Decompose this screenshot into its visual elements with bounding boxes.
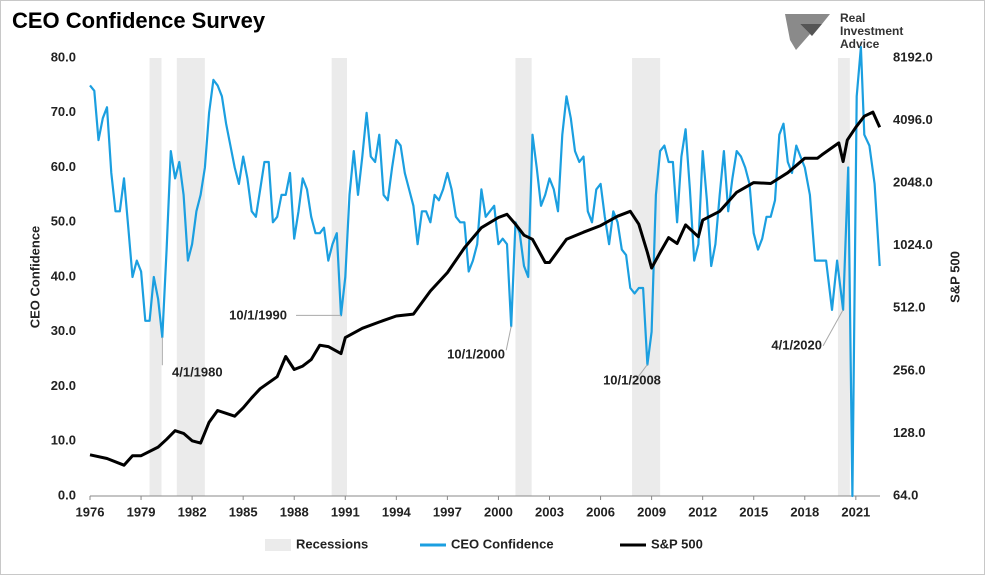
logo-mark: [800, 24, 822, 36]
y2-tick-label: 64.0: [893, 487, 918, 502]
x-tick-label: 1991: [331, 504, 360, 519]
series-line: [89, 110, 882, 467]
annotation: 10/1/2000: [447, 346, 505, 361]
recession-band: [632, 58, 661, 496]
y2-axis-title: S&P 500: [947, 251, 962, 303]
x-tick-label: 2009: [637, 504, 666, 519]
logo-mark: [785, 14, 830, 50]
recession-band: [176, 58, 205, 496]
annotation: 4/1/1980: [172, 364, 223, 379]
y2-tick-label: 2048.0: [893, 175, 933, 190]
logo-text: Real: [840, 11, 865, 25]
logo: Real Investment Advice: [785, 11, 903, 51]
annotation-leader: [505, 326, 512, 351]
x-tick-label: 2000: [484, 504, 513, 519]
logo-text: Investment: [840, 24, 903, 38]
x-tick-label: 1985: [229, 504, 258, 519]
y2-tick-label: 8192.0: [893, 49, 933, 64]
annotation-leader: [634, 364, 648, 381]
legend-swatch: [265, 539, 291, 551]
y-tick-label: 10.0: [51, 433, 76, 448]
recession-band: [515, 58, 532, 496]
annotation: 10/1/2008: [603, 372, 661, 387]
x-tick-label: 1997: [433, 504, 462, 519]
logo-text: Advice: [840, 37, 880, 51]
y-tick-label: 50.0: [51, 214, 76, 229]
y-axis-title: CEO Confidence: [27, 226, 42, 329]
recession-band: [149, 58, 162, 496]
y-tick-label: 60.0: [51, 159, 76, 174]
x-tick-label: 2012: [688, 504, 717, 519]
y2-tick-label: 512.0: [893, 300, 926, 315]
y2-tick-label: 256.0: [893, 362, 926, 377]
x-tick-label: 1979: [127, 504, 156, 519]
legend-label: CEO Confidence: [451, 536, 554, 551]
series-line: [89, 46, 881, 498]
y2-tick-label: 128.0: [893, 425, 926, 440]
y-tick-label: 80.0: [51, 49, 76, 64]
y-tick-label: 30.0: [51, 323, 76, 338]
x-tick-label: 2006: [586, 504, 615, 519]
x-tick-label: 1976: [76, 504, 105, 519]
annotation-leader: [822, 309, 844, 347]
y-tick-label: 0.0: [58, 487, 76, 502]
y2-tick-label: 1024.0: [893, 237, 933, 252]
annotation: 4/1/2020: [771, 337, 822, 352]
x-tick-label: 1988: [280, 504, 309, 519]
x-tick-label: 2003: [535, 504, 564, 519]
y2-tick-label: 4096.0: [893, 112, 933, 127]
x-tick-label: 2018: [790, 504, 819, 519]
x-tick-label: 1982: [178, 504, 207, 519]
x-tick-label: 2015: [739, 504, 768, 519]
chart-title: CEO Confidence Survey: [12, 8, 266, 33]
legend-label: Recessions: [296, 536, 368, 551]
y-tick-label: 20.0: [51, 378, 76, 393]
x-tick-label: 1994: [382, 504, 412, 519]
y-tick-label: 70.0: [51, 104, 76, 119]
annotation: 10/1/1990: [229, 307, 287, 322]
x-tick-label: 2021: [841, 504, 870, 519]
legend-label: S&P 500: [651, 536, 703, 551]
y-tick-label: 40.0: [51, 268, 76, 283]
